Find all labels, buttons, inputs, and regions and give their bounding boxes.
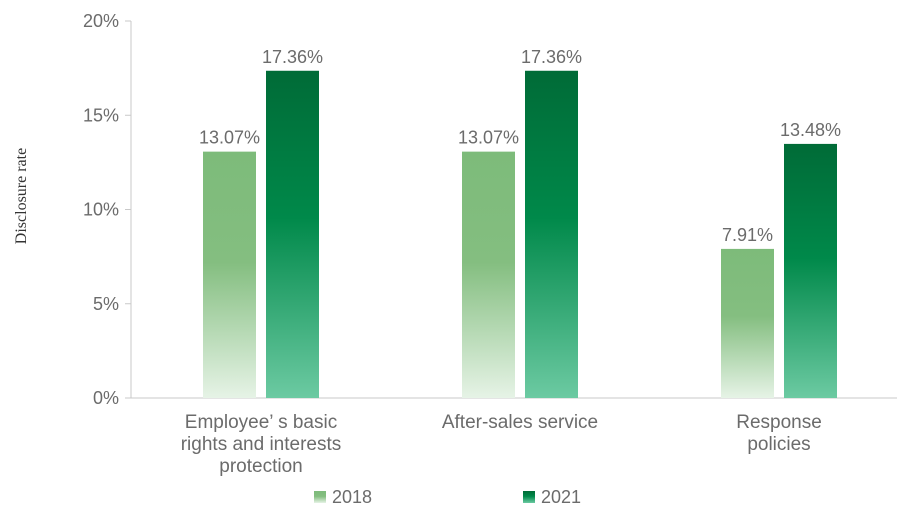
y-tick-label: 10% bbox=[83, 200, 119, 220]
data-label-2021-1: 17.36% bbox=[521, 47, 582, 67]
bar-2021-2 bbox=[784, 143, 837, 398]
bar-2018-1 bbox=[462, 151, 515, 398]
bar-2021-1 bbox=[525, 70, 578, 398]
legend-label-2018: 2018 bbox=[332, 487, 372, 507]
bars-group bbox=[203, 70, 837, 398]
data-label-2021-0: 17.36% bbox=[262, 47, 323, 67]
y-axis-ticks: 0% 5% 10% 15% 20% bbox=[83, 11, 131, 408]
legend-swatch-2021 bbox=[523, 491, 535, 503]
bar-2018-2 bbox=[721, 248, 774, 398]
y-tick-label: 15% bbox=[83, 105, 119, 125]
data-labels-group: 13.07% 13.07% 7.91% 17.36% 17.36% 13.48% bbox=[199, 47, 841, 245]
y-tick-label: 5% bbox=[93, 294, 119, 314]
category-label-2: Response policies bbox=[736, 412, 822, 455]
bar-2018-0 bbox=[203, 151, 256, 398]
category-labels-group: Employee’ s basic rights and interests pro… bbox=[181, 412, 822, 477]
bar-2021-0 bbox=[266, 70, 319, 398]
category-label-0: Employee’ s basic rights and interests pro… bbox=[181, 412, 342, 477]
category-label-1: After-sales service bbox=[442, 412, 598, 433]
legend: 2018 2021 bbox=[314, 487, 581, 507]
y-tick-label: 0% bbox=[93, 388, 119, 408]
data-label-2018-1: 13.07% bbox=[458, 128, 519, 148]
legend-swatch-2018 bbox=[314, 491, 326, 503]
data-label-2021-2: 13.48% bbox=[780, 120, 841, 140]
y-axis-title: Disclosure rate bbox=[13, 148, 30, 244]
legend-label-2021: 2021 bbox=[541, 487, 581, 507]
data-label-2018-0: 13.07% bbox=[199, 128, 260, 148]
data-label-2018-2: 7.91% bbox=[722, 225, 773, 245]
y-tick-label: 20% bbox=[83, 11, 119, 31]
